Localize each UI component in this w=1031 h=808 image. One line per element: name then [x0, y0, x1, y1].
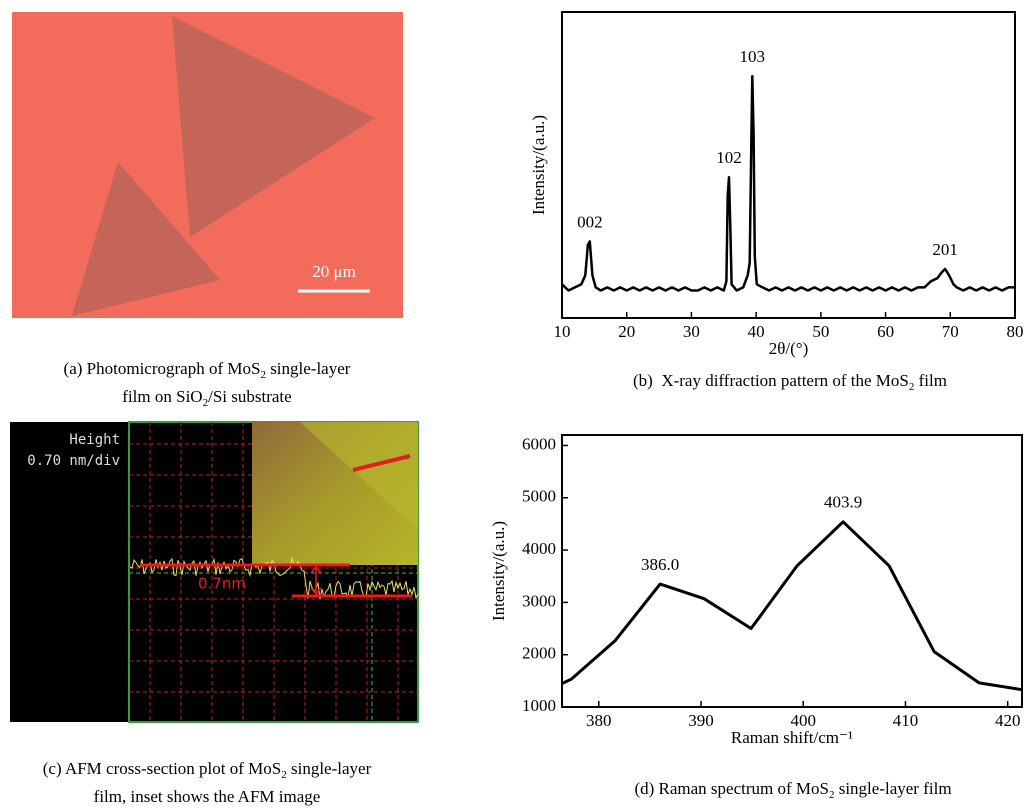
- step-label: 0.7nm: [198, 575, 246, 593]
- caption-text: /Si substrate: [208, 387, 292, 406]
- caption-subscript: 2: [909, 381, 915, 393]
- caption-text: (a) Photomicrograph of MoS: [64, 359, 261, 378]
- data-line: [561, 520, 1023, 692]
- caption-text: single-layer film: [834, 779, 951, 798]
- y-tick-label: 1000: [522, 696, 556, 715]
- x-tick-label: 380: [586, 711, 612, 730]
- y-axis-label: Intensity/(a.u.): [529, 115, 548, 215]
- peak-label: 386.0: [641, 555, 679, 574]
- inset-flake: [300, 422, 418, 530]
- height-profile: [129, 556, 419, 600]
- flake: [72, 162, 220, 316]
- plot-frame: [561, 434, 1023, 708]
- scale-label: 0.70 nm/div: [27, 453, 120, 469]
- caption-text: (c) AFM cross-section plot of MoS: [43, 759, 281, 778]
- height-label: Height: [69, 432, 120, 448]
- x-tick-label: 400: [790, 711, 816, 730]
- plot-frame: [561, 11, 1016, 319]
- x-tick-label: 70: [942, 322, 959, 341]
- caption: (d) Raman spectrum of MoS2 single-layer …: [634, 779, 951, 801]
- inset-section-line: [352, 454, 411, 472]
- caption: film, inset shows the AFM image: [94, 787, 321, 806]
- caption: film on SiO2/Si substrate: [122, 387, 291, 409]
- x-tick-label: 50: [812, 322, 829, 341]
- y-tick-label: 5000: [522, 487, 556, 506]
- scale-label: 20 μm: [312, 262, 356, 281]
- caption: (a) Photomicrograph of MoS2 single-layer: [64, 359, 351, 381]
- x-tick-label: 10: [554, 322, 571, 341]
- caption-subscript: 2: [260, 369, 266, 381]
- peak-label: 002: [577, 212, 603, 231]
- x-axis-label: Raman shift/cm⁻¹: [731, 728, 853, 747]
- caption-text: film: [914, 371, 947, 390]
- x-tick-label: 390: [688, 711, 714, 730]
- caption-text: (d) Raman spectrum of MoS: [634, 779, 829, 798]
- photomicrograph: 20 μm: [12, 12, 403, 318]
- caption: (b) X-ray diffraction pattern of the MoS…: [633, 371, 947, 393]
- x-tick-label: 40: [748, 322, 765, 341]
- caption-text: film on SiO: [122, 387, 202, 406]
- caption-text: single-layer: [287, 759, 372, 778]
- y-axis-label: Intensity/(a.u.): [489, 521, 508, 621]
- y-tick-label: 2000: [522, 644, 556, 663]
- peak-label: 201: [932, 240, 958, 259]
- y-tick-label: 3000: [522, 591, 556, 610]
- x-tick-label: 410: [893, 711, 919, 730]
- caption-text: film, inset shows the AFM image: [94, 787, 321, 806]
- arrow-head: [310, 565, 322, 574]
- caption-text: (b) X-ray diffraction pattern of the MoS: [633, 371, 909, 390]
- caption-subscript: 2: [281, 769, 287, 781]
- x-tick-label: 420: [995, 711, 1021, 730]
- x-tick-label: 30: [683, 322, 700, 341]
- caption: (c) AFM cross-section plot of MoS2 singl…: [43, 759, 372, 781]
- x-tick-label: 60: [877, 322, 894, 341]
- x-axis-label: 2θ/(°): [769, 339, 809, 358]
- x-tick-label: 80: [1007, 322, 1024, 341]
- caption-text: single-layer: [266, 359, 351, 378]
- peak-label: 403.9: [824, 493, 862, 512]
- data-line: [561, 75, 1015, 292]
- arrow-head: [310, 587, 322, 596]
- x-tick-label: 20: [618, 322, 635, 341]
- afm-plot: Height 0.70 nm/div 0.7nm: [10, 421, 419, 723]
- flake: [172, 16, 375, 237]
- peak-label: 102: [716, 148, 742, 167]
- y-tick-label: 4000: [522, 539, 556, 558]
- caption-subscript: 2: [829, 789, 835, 801]
- peak-label: 103: [740, 47, 766, 66]
- y-tick-label: 6000: [522, 434, 556, 453]
- caption-subscript: 2: [203, 397, 209, 409]
